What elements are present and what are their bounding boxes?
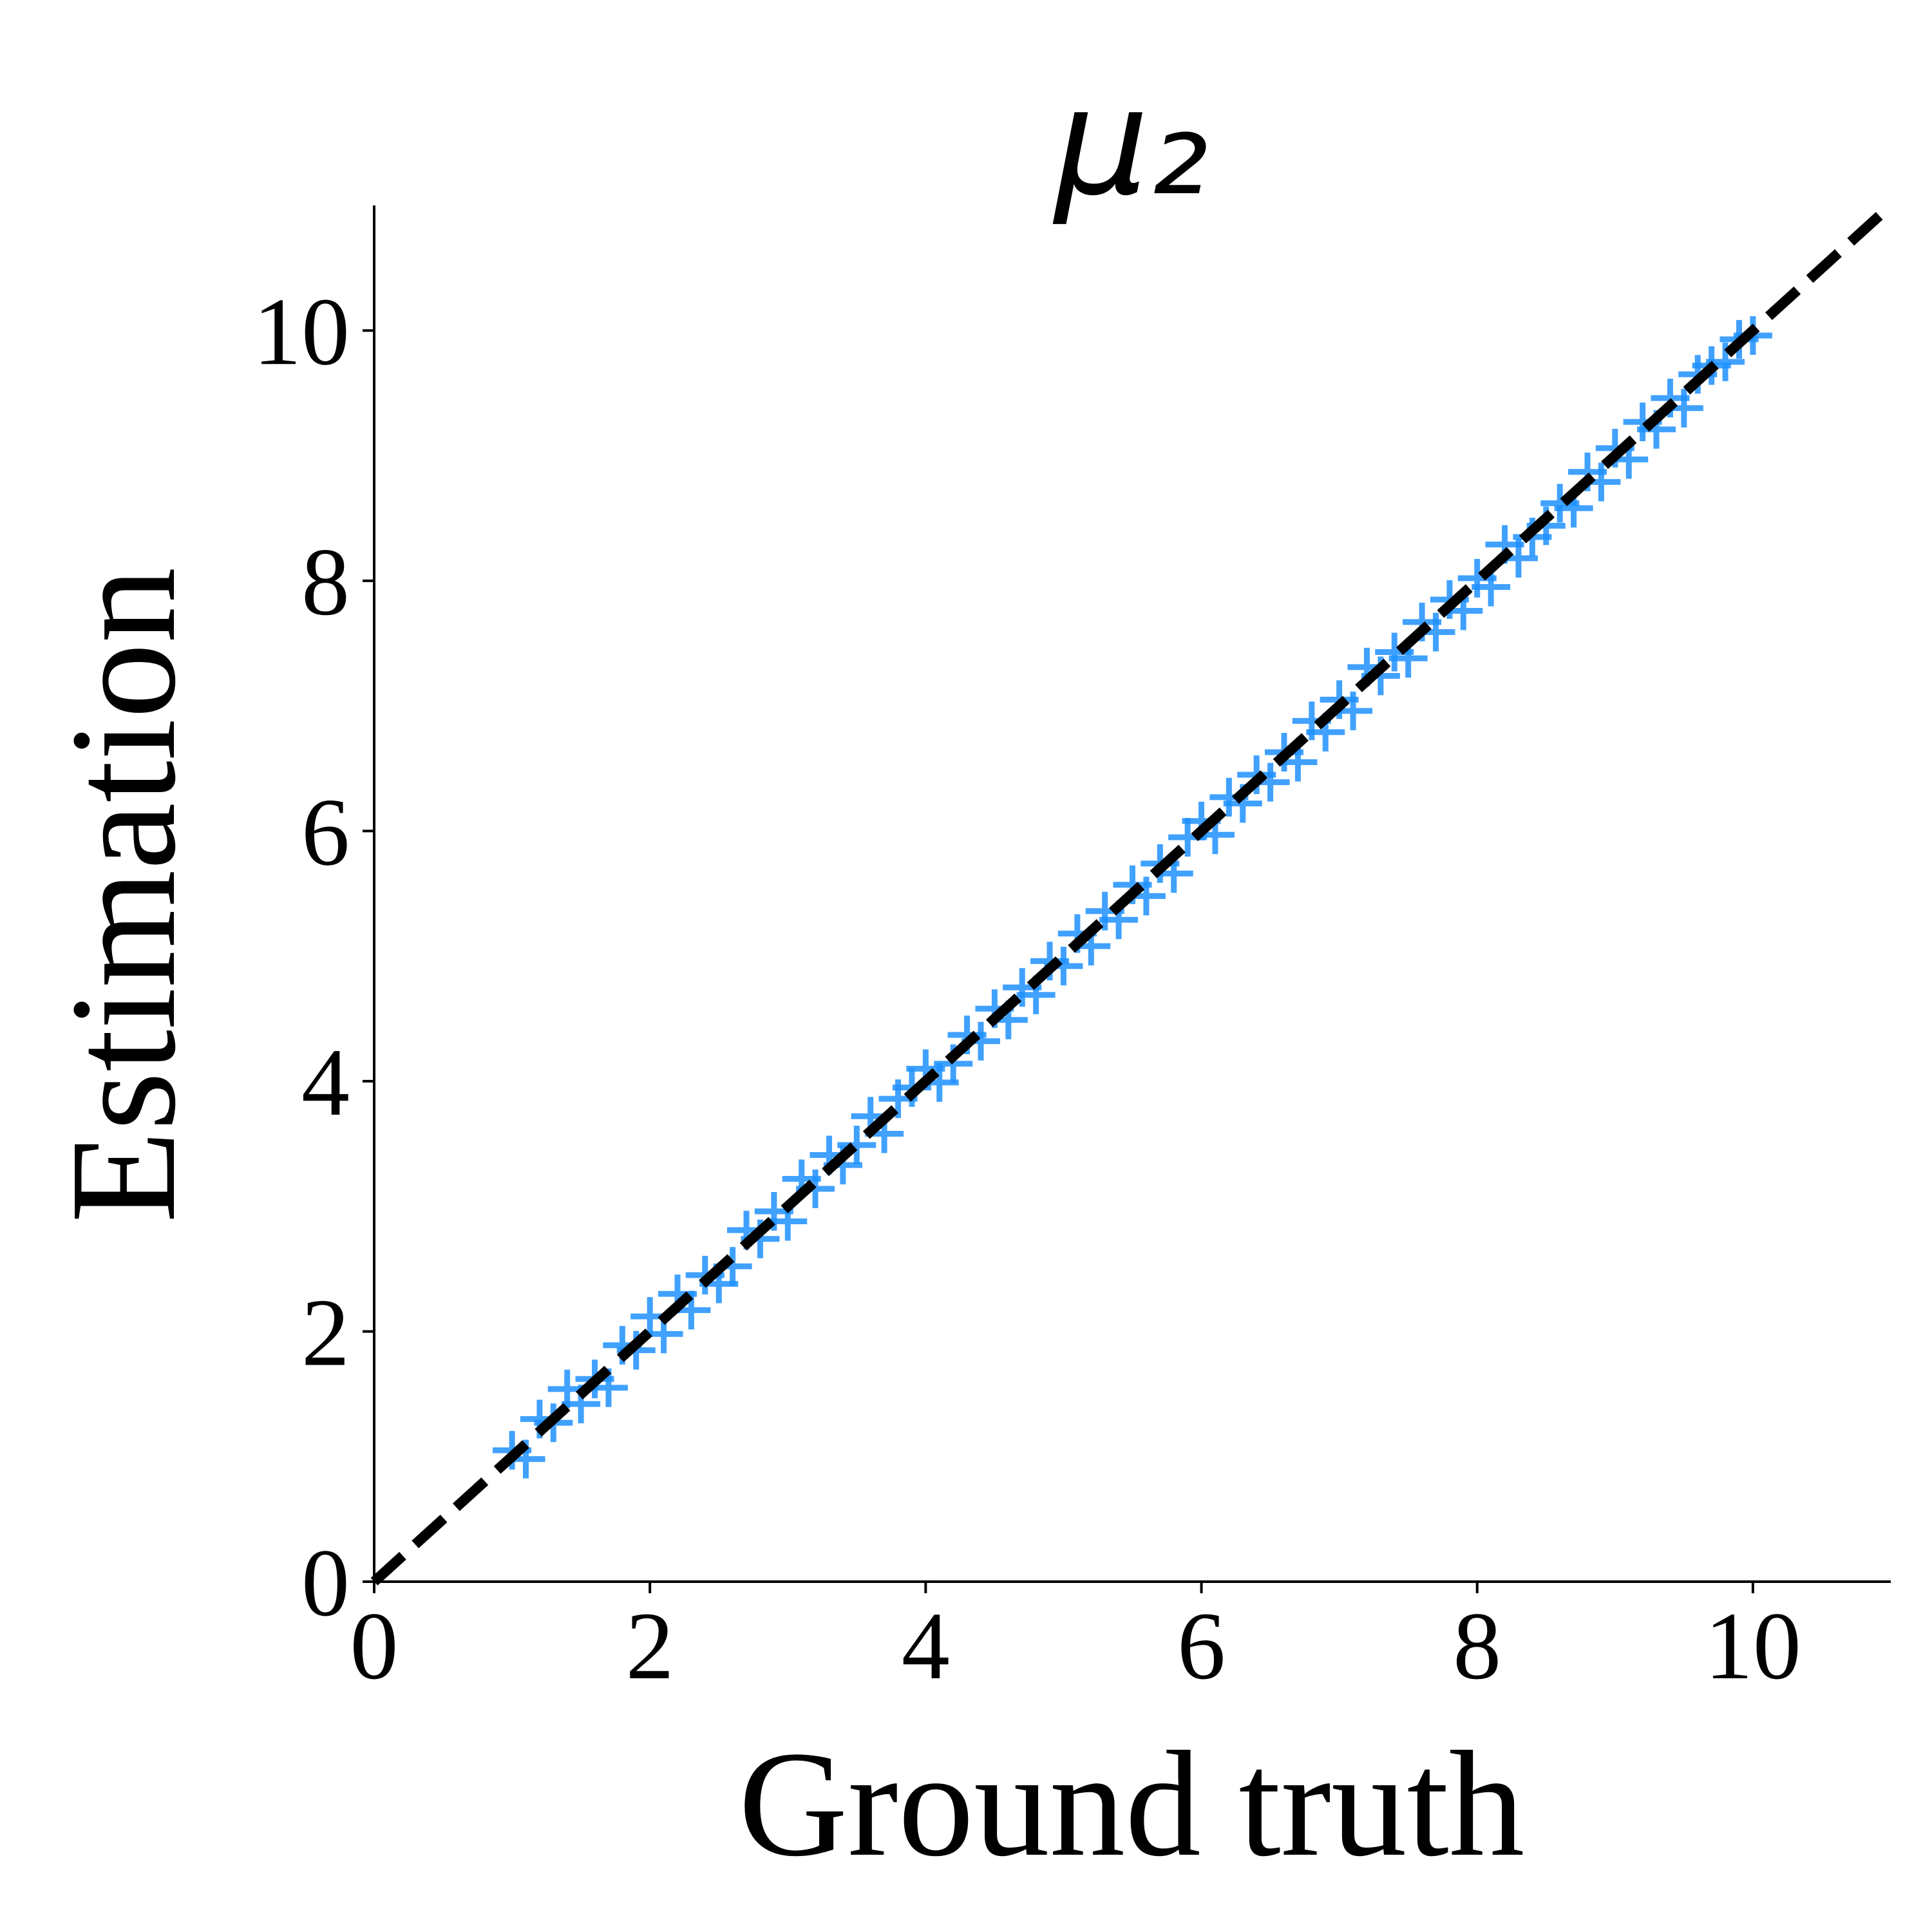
x-axis-label: Ground truth [739, 1720, 1525, 1888]
x-tick-label: 0 [350, 1593, 399, 1700]
y-tick-label: 2 [301, 1279, 350, 1386]
y-tick-label: 10 [253, 278, 350, 385]
y-tick-label: 4 [301, 1029, 350, 1136]
y-tick-label: 6 [301, 779, 350, 886]
x-tick-label: 8 [1453, 1593, 1501, 1700]
x-tick-label: 6 [1177, 1593, 1226, 1700]
chart-title: μ₂ [1052, 57, 1209, 229]
x-tick-label: 10 [1705, 1593, 1801, 1700]
y-axis-label: Estimation [39, 567, 207, 1223]
reference-line [370, 202, 1895, 1586]
marker [837, 1125, 876, 1164]
y-tick-label: 8 [301, 529, 350, 636]
y-tick-label: 0 [301, 1530, 350, 1636]
x-tick-label: 4 [902, 1593, 950, 1700]
x-tick-label: 2 [626, 1593, 674, 1700]
